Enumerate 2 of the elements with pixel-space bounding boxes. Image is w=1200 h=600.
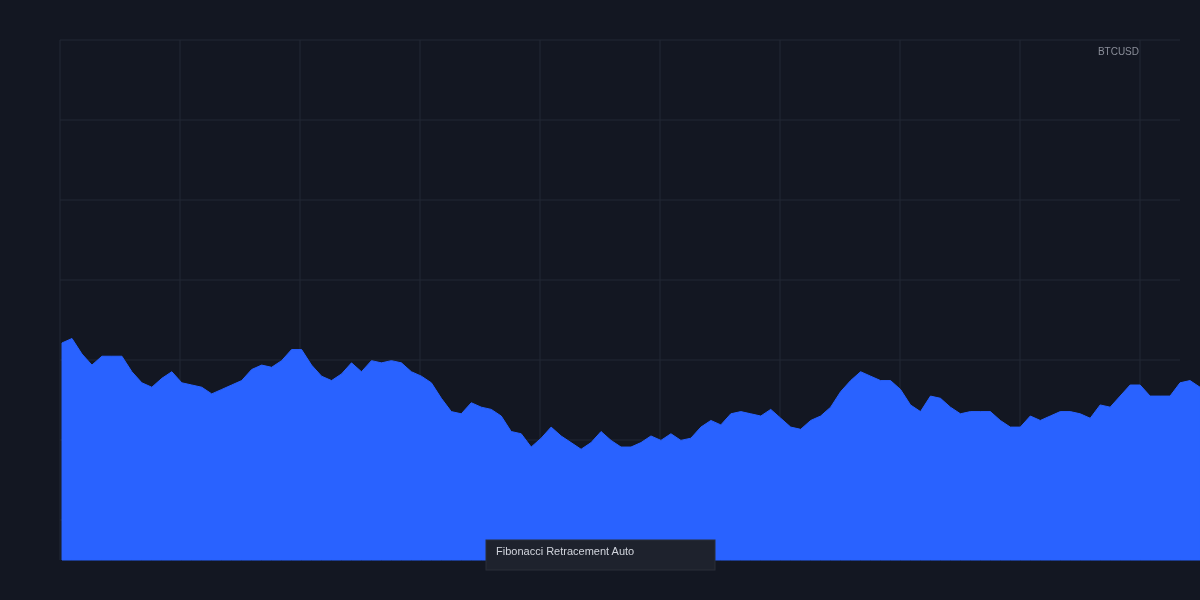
- annotation: Fibonacci Retracement Auto: [496, 545, 635, 557]
- chart-title: BTCUSD: [1097, 46, 1139, 57]
